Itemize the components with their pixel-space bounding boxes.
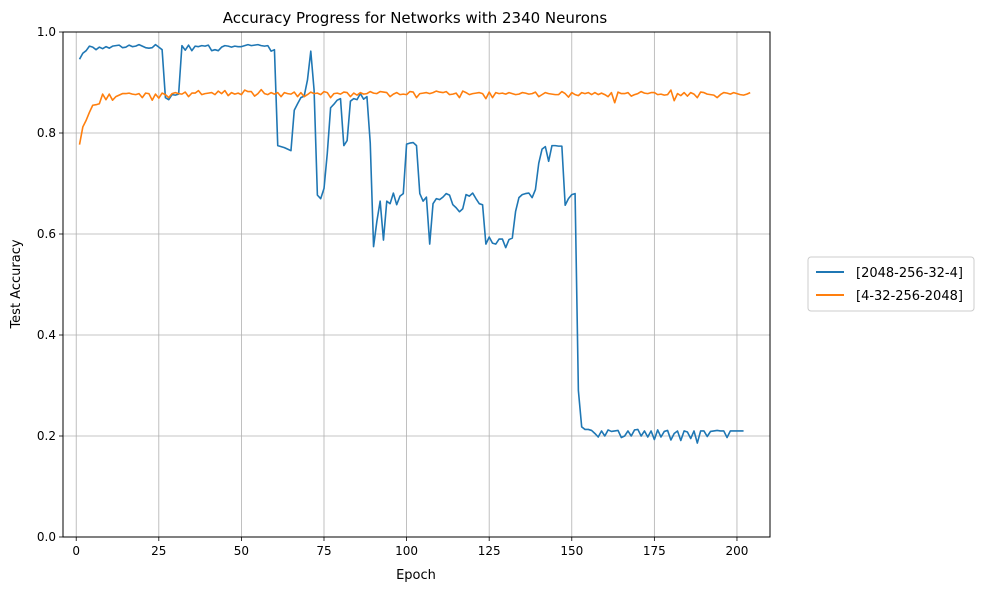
x-tick-label: 50: [234, 544, 249, 558]
x-tick-label: 75: [316, 544, 331, 558]
x-tick-label: 175: [643, 544, 666, 558]
x-tick-label: 200: [726, 544, 749, 558]
legend-label-series-0: [2048-256-32-4]: [856, 266, 963, 281]
x-tick-label: 25: [151, 544, 166, 558]
y-tick-label: 1.0: [37, 25, 56, 39]
legend: [2048-256-32-4] [4-32-256-2048]: [807, 256, 975, 312]
x-axis-label: Epoch: [396, 568, 436, 583]
y-axis-label: Test Accuracy: [9, 239, 24, 329]
plot-frame: [62, 31, 771, 538]
x-tick-label: 125: [478, 544, 501, 558]
y-tick-label: 0.2: [37, 429, 56, 443]
x-tick-label: 150: [560, 544, 583, 558]
y-tick-label: 0.4: [37, 328, 56, 342]
x-axis-ticks: 0 25 50 75 100 125 150 175 200: [72, 537, 748, 558]
series-layer: [78, 43, 751, 444]
y-axis-ticks: 0.0 0.2 0.4 0.6 0.8 1.0: [37, 25, 63, 544]
y-tick-label: 0.0: [37, 530, 56, 544]
x-tick-label: 100: [395, 544, 418, 558]
chart-title: Accuracy Progress for Networks with 2340…: [223, 9, 608, 27]
legend-frame: [807, 256, 975, 312]
series-line-0: [78, 43, 744, 444]
legend-label-series-1: [4-32-256-2048]: [856, 289, 963, 304]
y-tick-label: 0.6: [37, 227, 56, 241]
x-tick-label: 0: [72, 544, 80, 558]
series-line-1: [78, 88, 751, 145]
y-tick-label: 0.8: [37, 126, 56, 140]
